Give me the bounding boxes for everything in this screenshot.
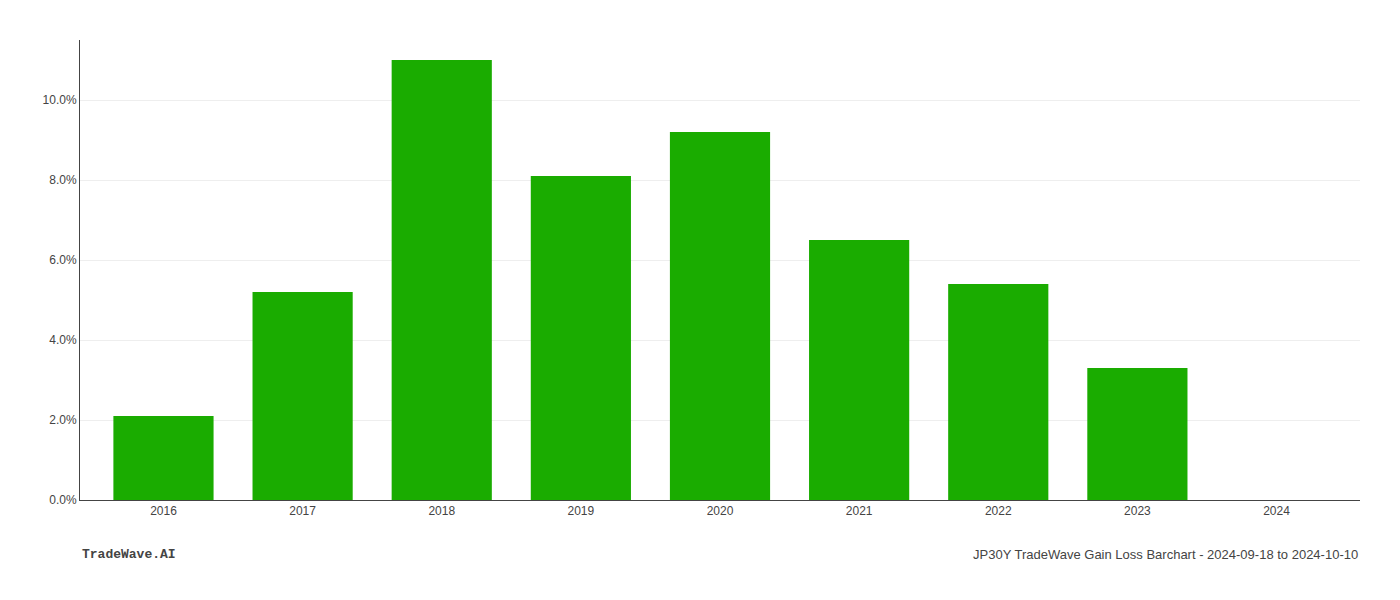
- svg-text:2.0%: 2.0%: [49, 413, 77, 427]
- svg-text:JP30Y TradeWave Gain Loss Barc: JP30Y TradeWave Gain Loss Barchart - 202…: [973, 547, 1358, 562]
- svg-text:2023: 2023: [1124, 504, 1151, 518]
- svg-text:2024: 2024: [1263, 504, 1290, 518]
- svg-text:2021: 2021: [846, 504, 873, 518]
- svg-text:2016: 2016: [150, 504, 177, 518]
- svg-text:2022: 2022: [985, 504, 1012, 518]
- svg-text:0.0%: 0.0%: [49, 493, 77, 507]
- svg-text:6.0%: 6.0%: [49, 253, 77, 267]
- svg-text:4.0%: 4.0%: [49, 333, 77, 347]
- svg-text:8.0%: 8.0%: [49, 173, 77, 187]
- svg-text:2020: 2020: [707, 504, 734, 518]
- svg-text:2019: 2019: [568, 504, 595, 518]
- svg-text:TradeWave.AI: TradeWave.AI: [82, 547, 176, 562]
- svg-text:10.0%: 10.0%: [43, 93, 77, 107]
- svg-text:2018: 2018: [428, 504, 455, 518]
- svg-text:2017: 2017: [289, 504, 316, 518]
